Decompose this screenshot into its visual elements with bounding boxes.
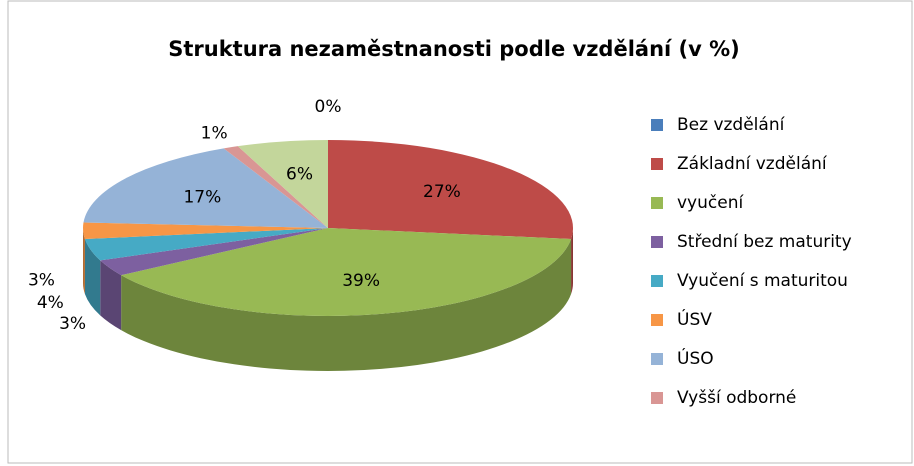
slice <box>82 222 328 240</box>
data-label: 4% <box>37 293 64 313</box>
legend-label: Základní vzdělání <box>677 154 828 174</box>
chart-title: Struktura nezaměstnanosti podle vzdělání… <box>168 37 740 61</box>
slice-side <box>84 239 101 316</box>
legend-swatch <box>651 314 663 326</box>
legend-swatch <box>651 353 663 365</box>
slice <box>223 146 328 228</box>
legend-swatch <box>651 197 663 209</box>
legend-label: Vyučení s maturitou <box>677 271 848 291</box>
slice-side <box>100 260 122 331</box>
data-label: 39% <box>342 271 380 291</box>
legend-swatch <box>651 236 663 248</box>
data-label: 1% <box>201 124 228 144</box>
slice-side <box>121 239 572 371</box>
legend-swatch <box>651 392 663 404</box>
slice <box>121 228 572 316</box>
slice <box>237 140 328 228</box>
legend-label: Bez vzdělání <box>677 115 786 135</box>
data-label: 17% <box>183 187 221 207</box>
legend-label: ÚSV <box>677 308 712 330</box>
slice-side <box>83 228 85 295</box>
legend-swatch <box>651 158 663 170</box>
slice <box>100 228 328 276</box>
slice-side <box>571 228 573 295</box>
legend-label: ÚSO <box>677 347 714 369</box>
slice <box>84 228 328 261</box>
slice <box>328 140 573 240</box>
legend-swatch <box>651 119 663 131</box>
legend-label: Vyšší odborné <box>677 388 796 408</box>
data-label: 6% <box>286 164 313 184</box>
data-label: 3% <box>59 314 86 334</box>
data-label: 0% <box>315 97 342 117</box>
data-label: 3% <box>28 271 55 291</box>
legend-label: Střední bez maturity <box>677 232 852 252</box>
slice <box>83 148 328 228</box>
data-label: 27% <box>423 182 461 202</box>
legend-swatch <box>651 275 663 287</box>
legend-label: vyučení <box>677 193 744 213</box>
